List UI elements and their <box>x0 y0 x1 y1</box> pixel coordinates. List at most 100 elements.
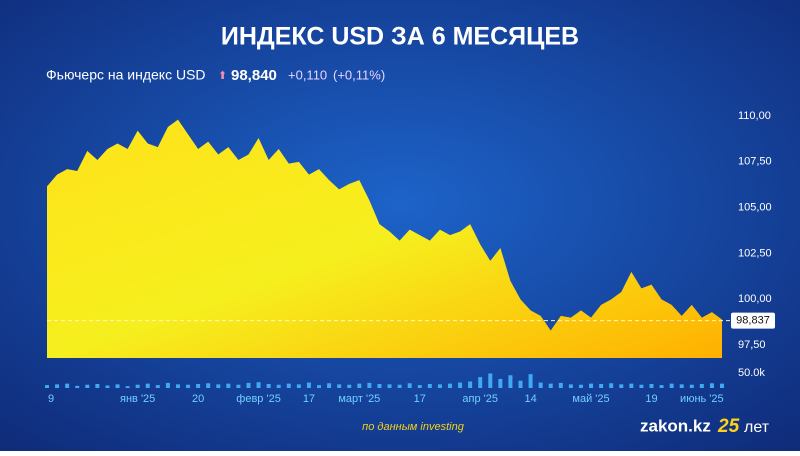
x-tick-label: 9 <box>48 393 54 405</box>
volume-bar <box>609 383 614 388</box>
last-price-label: 98,837 <box>736 315 770 327</box>
volume-bar <box>246 382 251 388</box>
volume-bar <box>558 382 563 388</box>
volume-bar <box>186 384 191 388</box>
volume-bar <box>518 380 523 388</box>
price: 98,840 <box>231 67 277 84</box>
volume-bar <box>125 386 130 388</box>
volume-bar <box>468 381 473 388</box>
volume-bar <box>447 383 452 388</box>
volume-bar <box>639 384 644 388</box>
volume-bar <box>427 384 432 388</box>
y-tick-label: 110,00 <box>738 110 771 122</box>
y-tick-label: 100,00 <box>738 293 772 305</box>
y-tick-label: 97,50 <box>738 339 766 351</box>
x-tick-label: апр '25 <box>462 393 498 405</box>
volume-bar <box>387 384 392 388</box>
volume-bar <box>407 383 412 388</box>
volume-bar <box>709 383 714 388</box>
volume-bar <box>337 384 342 388</box>
volume-bar <box>105 385 110 388</box>
volume-bar <box>85 384 90 388</box>
volume-bar <box>397 384 402 388</box>
volume-bar <box>367 382 372 388</box>
volume-bar <box>538 382 543 388</box>
change: +0,110 <box>288 67 327 82</box>
area <box>47 119 722 359</box>
volume-bar <box>659 385 664 388</box>
chart-title: ИНДЕКС USD ЗА 6 МЕСЯЦЕВ <box>221 23 579 51</box>
volume-bar <box>508 375 513 388</box>
volume-bar <box>286 383 291 388</box>
volume-bar <box>266 384 271 388</box>
volume-bar <box>578 384 583 388</box>
volume-bar <box>55 384 60 388</box>
x-tick-label: май '25 <box>572 393 609 405</box>
volume-bar <box>196 384 201 388</box>
subtitle: Фьючерс на индекс USD <box>46 67 206 83</box>
volume-bar <box>256 382 261 388</box>
volume-bar <box>296 384 301 388</box>
y-tick-label: 102,50 <box>738 247 772 259</box>
volume-bar <box>165 382 170 388</box>
volume-bar <box>206 383 211 388</box>
volume-bar <box>226 383 231 388</box>
volume-bar <box>135 384 140 388</box>
volume-bar <box>115 384 120 388</box>
volume-bar <box>45 385 49 388</box>
x-tick-label: 17 <box>303 393 315 405</box>
volume-bar <box>306 382 311 388</box>
arrow-icon: ⬆ <box>218 70 227 82</box>
volume-bar <box>437 384 442 388</box>
brand: zakon.kz <box>640 416 711 435</box>
volume-bar <box>317 385 322 388</box>
x-tick-label: 14 <box>524 393 536 405</box>
volume-bar <box>327 383 332 388</box>
volume-bar <box>145 383 150 388</box>
volume-bar <box>417 385 422 388</box>
brand-years: 25 <box>717 416 740 437</box>
x-tick-label: март '25 <box>338 393 380 405</box>
volume-bar <box>377 384 382 388</box>
x-tick-label: 20 <box>192 393 204 405</box>
volume-bar <box>589 383 594 388</box>
volume-bar <box>599 384 604 388</box>
volume-bar <box>720 383 724 388</box>
volume-bar <box>689 384 694 388</box>
volume-bar <box>458 382 463 388</box>
x-tick-label: 19 <box>645 393 657 405</box>
volume-bar <box>75 385 80 388</box>
source: по данным investing <box>362 421 465 433</box>
x-tick-label: июнь '25 <box>680 393 724 405</box>
volume-bar <box>236 384 241 388</box>
volume-bar <box>619 384 624 388</box>
volume-bar <box>649 384 654 388</box>
volume-bar <box>155 385 160 388</box>
x-tick-label: февр '25 <box>236 393 281 405</box>
volume-bar <box>699 384 704 388</box>
last-price-box <box>731 312 775 329</box>
x-tick-label: янв '25 <box>120 393 155 405</box>
volume-bar <box>629 383 634 388</box>
volume-bar <box>65 383 70 388</box>
volume-bar <box>679 384 684 388</box>
volume-bar <box>498 378 503 388</box>
volume-bar <box>478 377 483 388</box>
volume-bar <box>95 384 100 388</box>
x-tick-label: 17 <box>414 393 426 405</box>
brand-suffix: лет <box>744 419 770 436</box>
volume-bar <box>669 383 674 388</box>
volume-bar <box>568 384 573 388</box>
volume-bar <box>216 384 221 388</box>
volume-bar <box>347 384 352 388</box>
volume-bar <box>488 373 493 388</box>
volume-bar <box>276 384 281 388</box>
y2-tick-label: 50.0k <box>738 367 765 379</box>
volume-bar <box>357 383 362 388</box>
volume-bar <box>175 384 180 388</box>
change-pct: (+0,11%) <box>333 67 385 82</box>
y-tick-label: 107,50 <box>738 156 772 168</box>
volume-bar <box>548 383 553 388</box>
